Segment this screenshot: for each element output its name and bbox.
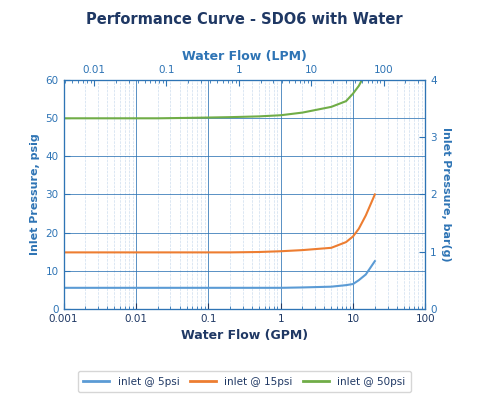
inlet @ 5psi [343,283,348,288]
inlet @ 15psi [355,226,361,231]
X-axis label: Water Flow (LPM): Water Flow (LPM) [182,50,306,63]
inlet @ 50psi [255,114,261,119]
inlet @ 50psi [355,83,361,88]
inlet @ 15psi [349,234,355,239]
inlet @ 5psi [371,259,377,263]
inlet @ 5psi [205,286,211,290]
inlet @ 15psi [343,240,348,245]
inlet @ 5psi [255,286,261,290]
inlet @ 15psi [371,192,377,197]
inlet @ 15psi [255,249,261,254]
inlet @ 5psi [327,284,333,289]
inlet @ 5psi [227,286,233,290]
inlet @ 50psi [362,70,368,75]
Y-axis label: Inlet Pressure, bar(g): Inlet Pressure, bar(g) [440,127,450,262]
inlet @ 5psi [133,286,139,290]
inlet @ 50psi [205,115,211,120]
Text: Performance Curve - SDO6 with Water: Performance Curve - SDO6 with Water [86,12,402,27]
inlet @ 15psi [61,250,66,255]
inlet @ 5psi [155,286,161,290]
inlet @ 50psi [82,116,88,121]
inlet @ 50psi [133,116,139,121]
inlet @ 15psi [205,250,211,255]
inlet @ 50psi [227,115,233,119]
inlet @ 50psi [371,51,377,56]
inlet @ 5psi [183,286,189,290]
inlet @ 50psi [349,91,355,96]
inlet @ 5psi [355,278,361,283]
inlet @ 15psi [277,249,283,254]
inlet @ 15psi [362,213,368,218]
Y-axis label: Inlet Pressure, psig: Inlet Pressure, psig [30,134,40,255]
Line: inlet @ 15psi: inlet @ 15psi [63,194,374,252]
Line: inlet @ 50psi: inlet @ 50psi [63,54,374,118]
inlet @ 5psi [277,286,283,290]
inlet @ 15psi [111,250,117,255]
inlet @ 15psi [299,248,305,253]
inlet @ 15psi [82,250,88,255]
inlet @ 50psi [299,110,305,115]
Legend: inlet @ 5psi, inlet @ 15psi, inlet @ 50psi: inlet @ 5psi, inlet @ 15psi, inlet @ 50p… [78,371,410,392]
inlet @ 15psi [155,250,161,255]
Line: inlet @ 5psi: inlet @ 5psi [63,261,374,288]
inlet @ 5psi [82,286,88,290]
inlet @ 50psi [61,116,66,121]
inlet @ 15psi [133,250,139,255]
inlet @ 50psi [155,116,161,121]
inlet @ 50psi [343,99,348,103]
inlet @ 15psi [227,250,233,255]
inlet @ 5psi [349,282,355,286]
inlet @ 15psi [327,245,333,250]
inlet @ 50psi [327,104,333,109]
inlet @ 15psi [183,250,189,255]
inlet @ 5psi [362,272,368,277]
inlet @ 5psi [61,286,66,290]
inlet @ 50psi [111,116,117,121]
inlet @ 5psi [299,285,305,290]
X-axis label: Water Flow (GPM): Water Flow (GPM) [181,329,307,342]
inlet @ 50psi [183,115,189,120]
inlet @ 50psi [277,113,283,117]
inlet @ 5psi [111,286,117,290]
